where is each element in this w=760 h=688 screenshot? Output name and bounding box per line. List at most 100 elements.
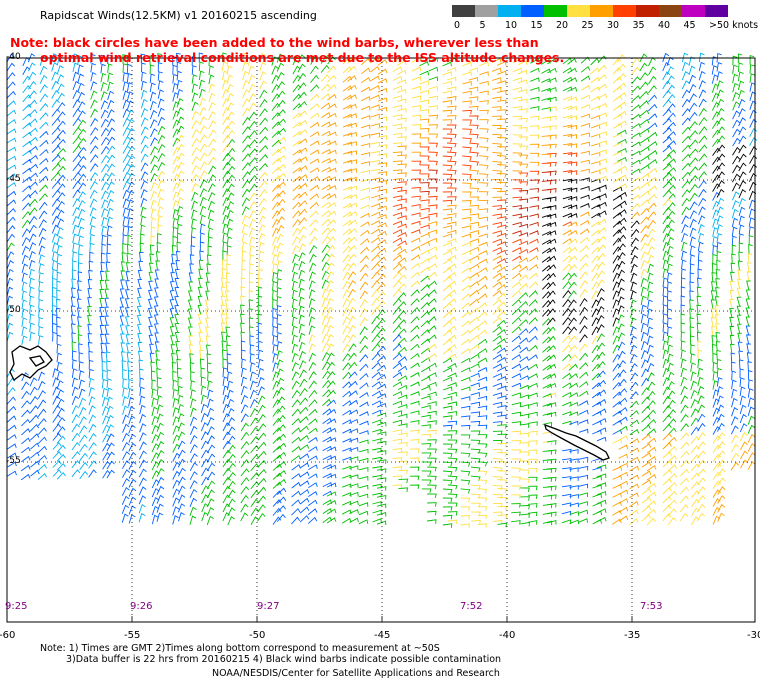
- wind-barb: [157, 71, 163, 81]
- wind-barb: [616, 54, 626, 63]
- wind-barb: [512, 264, 522, 271]
- wind-barb: [562, 204, 573, 210]
- wind-barb: [392, 245, 403, 252]
- wind-barb: [220, 295, 226, 306]
- wind-barb: [462, 90, 472, 96]
- wind-barb: [562, 372, 572, 380]
- wind-barb: [276, 460, 287, 468]
- wind-barb: [518, 127, 528, 132]
- wind-barb: [392, 104, 403, 110]
- wind-barb: [138, 468, 147, 478]
- wind-barb: [171, 361, 177, 372]
- wind-barb: [496, 216, 507, 221]
- wind-barb: [666, 254, 674, 265]
- wind-barb: [689, 166, 699, 175]
- wind-barb: [447, 169, 457, 175]
- wind-barb: [28, 207, 38, 216]
- wind-barb: [442, 90, 452, 96]
- wind-barb: [689, 175, 699, 184]
- wind-barb: [37, 427, 47, 436]
- wind-barb: [107, 136, 116, 146]
- colorbar-swatch: [705, 5, 728, 17]
- wind-barb: [629, 509, 639, 517]
- wind-barb: [101, 243, 107, 254]
- wind-barb: [662, 432, 672, 441]
- wind-barb: [680, 441, 690, 450]
- wind-barb: [492, 238, 503, 244]
- wind-barb: [157, 107, 165, 117]
- wind-barb: [542, 364, 552, 371]
- wind-barb: [6, 268, 14, 279]
- wind-barb: [392, 66, 403, 72]
- wind-barb: [662, 80, 671, 90]
- wind-barb: [189, 353, 194, 363]
- wind-barb: [308, 352, 316, 362]
- wind-barb: [646, 517, 656, 526]
- wind-barb: [567, 196, 578, 201]
- wind-barb: [630, 254, 639, 264]
- wind-barb: [359, 255, 369, 264]
- wind-barb: [528, 354, 538, 361]
- wind-barb: [662, 224, 671, 234]
- wind-barb: [222, 79, 229, 90]
- wind-barb: [6, 182, 17, 189]
- wind-barb: [37, 463, 47, 472]
- wind-barb: [697, 215, 706, 225]
- wind-barb: [221, 340, 227, 351]
- wind-barb: [618, 462, 629, 468]
- wind-barb: [617, 296, 625, 306]
- wind-barb: [442, 119, 453, 124]
- wind-barb: [561, 502, 572, 507]
- wind-barb: [409, 484, 420, 489]
- wind-barb: [272, 254, 279, 264]
- wind-barb: [681, 126, 691, 135]
- wind-barb: [492, 372, 503, 378]
- wind-barb: [681, 61, 689, 72]
- wind-barb: [569, 519, 580, 525]
- wind-barb: [647, 176, 658, 184]
- wind-barb: [222, 503, 231, 513]
- wind-barb: [122, 154, 131, 163]
- wind-barb: [662, 215, 671, 225]
- wind-barb: [176, 214, 183, 225]
- wind-barb: [226, 209, 234, 220]
- wind-barb: [258, 233, 266, 243]
- colorbar-label: 40: [658, 20, 671, 31]
- wind-barb: [681, 232, 689, 243]
- wind-barb: [460, 424, 471, 430]
- wind-barb: [139, 386, 145, 397]
- wind-barb: [478, 284, 488, 292]
- wind-barb: [298, 323, 305, 334]
- wind-barb: [392, 484, 403, 489]
- wind-barb: [191, 129, 200, 139]
- wind-barb: [681, 189, 691, 198]
- wind-barb: [519, 309, 529, 318]
- wind-barb: [392, 447, 403, 453]
- wind-barb: [612, 272, 621, 282]
- wind-barb: [747, 370, 753, 380]
- wind-barb: [680, 304, 685, 315]
- wind-barb: [199, 170, 208, 180]
- wind-barb: [126, 54, 132, 65]
- wind-barb: [21, 308, 28, 318]
- wind-barb: [738, 188, 747, 199]
- wind-barb: [6, 242, 15, 252]
- wind-barb: [276, 118, 286, 126]
- wind-barb: [342, 150, 353, 156]
- wind-barb: [177, 494, 186, 504]
- wind-barb: [52, 451, 62, 459]
- wind-barb: [460, 479, 471, 485]
- wind-barb: [258, 189, 268, 198]
- wind-barb: [596, 482, 607, 487]
- wind-barb: [447, 362, 457, 369]
- wind-barb: [546, 402, 557, 407]
- wind-barb: [360, 229, 370, 237]
- wind-barb: [461, 250, 472, 256]
- wind-barb: [291, 481, 301, 489]
- wind-barb: [151, 443, 160, 453]
- wind-barb: [101, 199, 109, 209]
- wind-barb: [28, 215, 38, 225]
- wind-barb: [629, 492, 639, 499]
- wind-barb: [226, 138, 236, 148]
- wind-barb: [155, 251, 161, 261]
